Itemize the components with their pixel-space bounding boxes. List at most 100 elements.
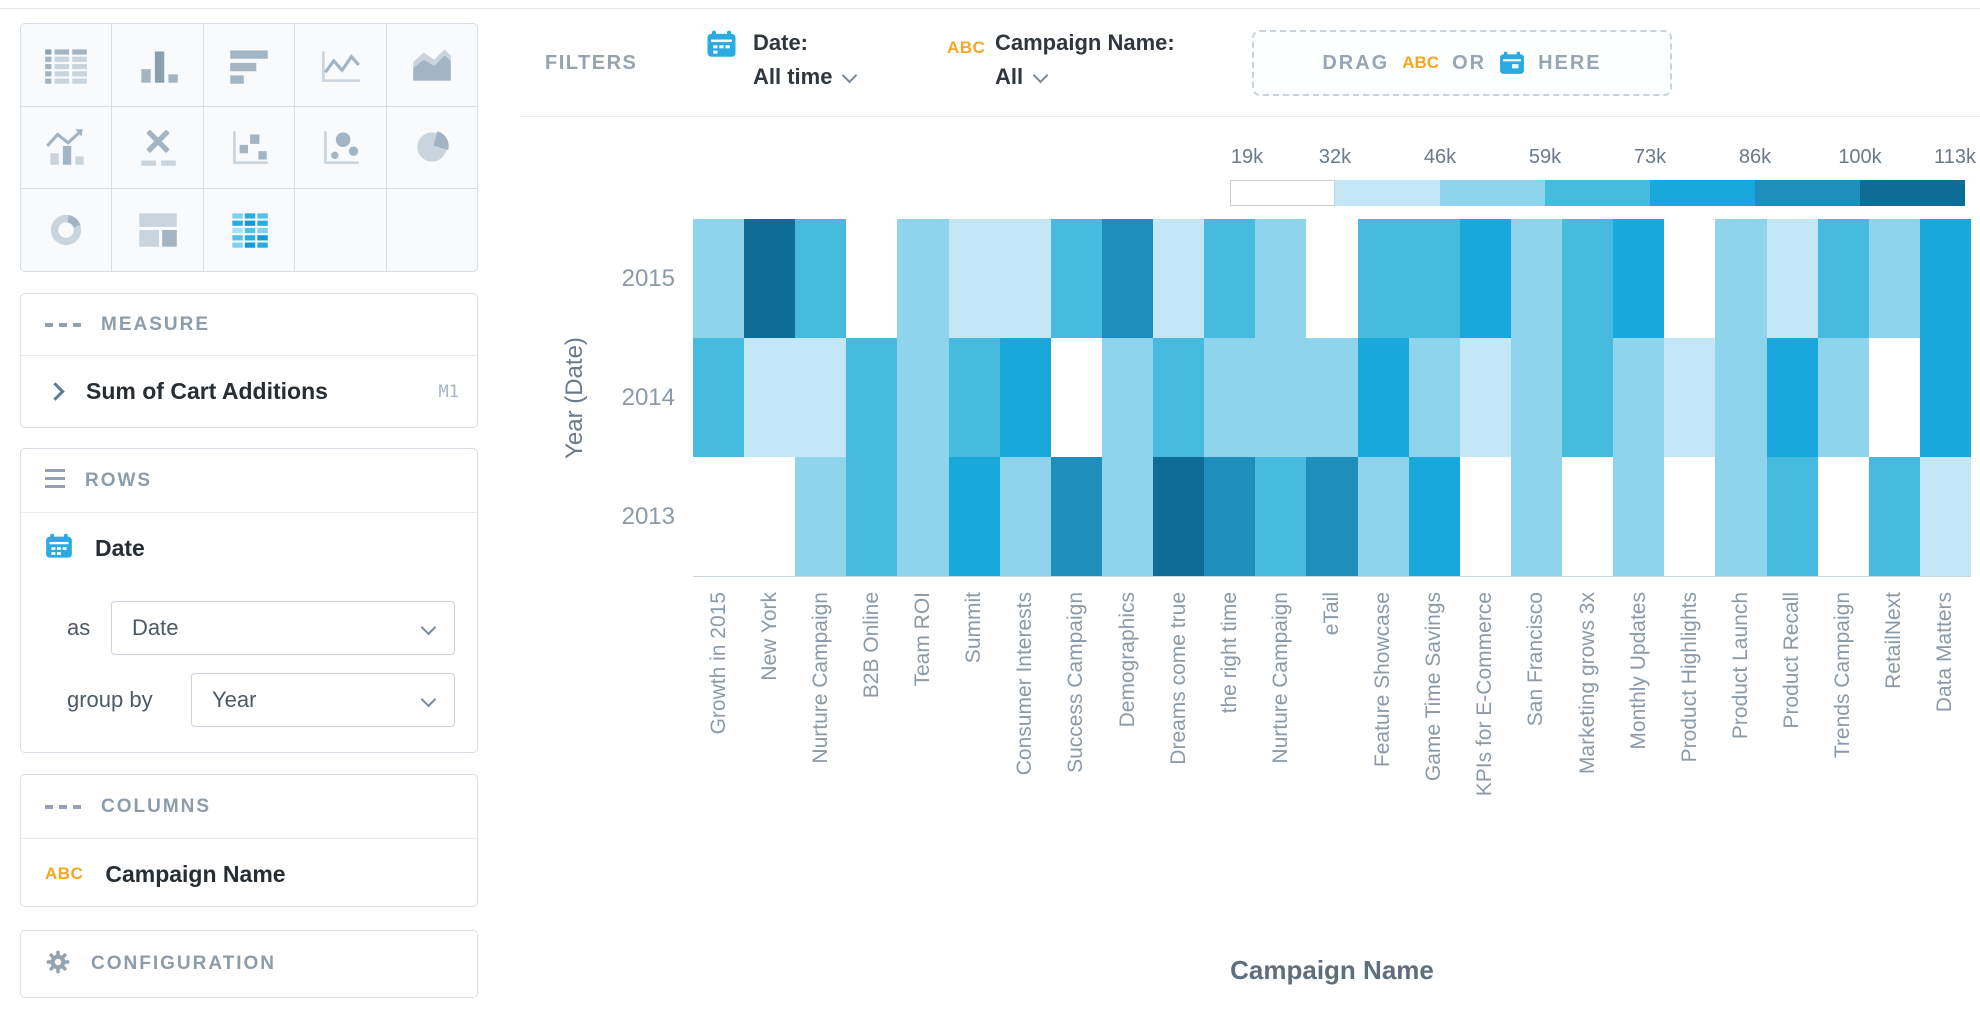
- chart-type-horizontal-bar-chart-icon[interactable]: [203, 24, 295, 106]
- heatmap-cell[interactable]: [1459, 457, 1511, 576]
- chart-type-heatmap-icon[interactable]: [203, 189, 295, 271]
- heatmap-cell[interactable]: [1868, 219, 1920, 338]
- chart-type-treemap-icon[interactable]: [112, 189, 203, 271]
- heatmap-cell[interactable]: [1613, 219, 1665, 338]
- heatmap-cell[interactable]: [846, 219, 898, 338]
- chart-type-crosstab-icon[interactable]: [112, 106, 203, 189]
- heatmap-cell[interactable]: [1408, 338, 1460, 457]
- heatmap-cell[interactable]: [795, 338, 847, 457]
- heatmap-cell[interactable]: [1510, 219, 1563, 338]
- chart-type-bar-chart-icon[interactable]: [112, 24, 203, 106]
- heatmap-cell[interactable]: [1050, 338, 1102, 457]
- heatmap-cell[interactable]: [1459, 219, 1511, 338]
- heatmap-cell[interactable]: [795, 219, 847, 338]
- filters-label: FILTERS: [545, 52, 638, 74]
- heatmap-cell[interactable]: [1613, 457, 1665, 576]
- date-filter-value[interactable]: All time: [753, 64, 858, 90]
- heatmap-cell[interactable]: [1306, 219, 1358, 338]
- heatmap-cell[interactable]: [1562, 219, 1614, 338]
- heatmap-cell[interactable]: [1204, 338, 1256, 457]
- heatmap-cell[interactable]: [1919, 219, 1971, 338]
- chart-type-scatter-plot-icon[interactable]: [203, 106, 295, 189]
- heatmap-cell[interactable]: [1766, 219, 1818, 338]
- heatmap-cell[interactable]: [1510, 457, 1563, 576]
- chart-type-area-chart-icon[interactable]: [386, 24, 477, 106]
- chart-type-table-icon[interactable]: [21, 24, 112, 106]
- heatmap-cell[interactable]: [1153, 219, 1205, 338]
- heatmap-cell[interactable]: [1766, 457, 1818, 576]
- heatmap-cell[interactable]: [1101, 338, 1154, 457]
- heatmap-cell[interactable]: [1255, 219, 1307, 338]
- as-select[interactable]: Date: [111, 601, 455, 655]
- heatmap-cell[interactable]: [846, 457, 898, 576]
- heatmap-cell[interactable]: [948, 219, 1000, 338]
- heatmap-cell[interactable]: [1204, 457, 1256, 576]
- heatmap-cell[interactable]: [999, 219, 1051, 338]
- chart-type-combo-chart-icon[interactable]: [21, 106, 112, 189]
- heatmap-cell[interactable]: [1050, 219, 1102, 338]
- heatmap-cell[interactable]: [1306, 338, 1358, 457]
- heatmap-cell[interactable]: [1357, 338, 1409, 457]
- heatmap-cell[interactable]: [1306, 457, 1358, 576]
- heatmap-cell[interactable]: [693, 219, 745, 338]
- heatmap-cell[interactable]: [1255, 338, 1307, 457]
- heatmap-cell[interactable]: [948, 338, 1000, 457]
- heatmap-cell[interactable]: [1868, 457, 1920, 576]
- heatmap-cell[interactable]: [1101, 457, 1154, 576]
- heatmap-cell[interactable]: [897, 338, 949, 457]
- measure-item[interactable]: Sum of Cart Additions M1: [21, 356, 477, 427]
- heatmap-cell[interactable]: [1715, 457, 1767, 576]
- heatmap-cell[interactable]: [693, 338, 745, 457]
- heatmap-cell[interactable]: [1204, 219, 1256, 338]
- heatmap-cell[interactable]: [744, 457, 796, 576]
- heatmap-cell[interactable]: [1919, 338, 1971, 457]
- chart-type-donut-chart-icon[interactable]: [21, 189, 112, 271]
- heatmap-cell[interactable]: [999, 457, 1051, 576]
- configuration-panel[interactable]: CONFIGURATION: [20, 930, 478, 998]
- heatmap-cell[interactable]: [1562, 338, 1614, 457]
- heatmap-cell[interactable]: [1715, 338, 1767, 457]
- heatmap-cell[interactable]: [1153, 338, 1205, 457]
- heatmap-cell[interactable]: [897, 219, 949, 338]
- heatmap-cell[interactable]: [1766, 338, 1818, 457]
- heatmap-cell[interactable]: [693, 457, 745, 576]
- heatmap-cell[interactable]: [1408, 219, 1460, 338]
- heatmap-cell[interactable]: [1408, 457, 1460, 576]
- heatmap-cell[interactable]: [1664, 338, 1716, 457]
- heatmap-cell[interactable]: [1817, 338, 1869, 457]
- heatmap-cell[interactable]: [948, 457, 1000, 576]
- heatmap-cell[interactable]: [1868, 338, 1920, 457]
- heatmap-cell[interactable]: [1459, 338, 1511, 457]
- heatmap-cell[interactable]: [744, 338, 796, 457]
- heatmap-cell[interactable]: [1664, 457, 1716, 576]
- heatmap-cell[interactable]: [1357, 457, 1409, 576]
- group-by-select[interactable]: Year: [191, 673, 455, 727]
- heatmap-cell[interactable]: [744, 219, 796, 338]
- filter-drop-zone[interactable]: DRAG ABC OR HERE: [1252, 30, 1672, 96]
- heatmap-cell[interactable]: [846, 338, 898, 457]
- heatmap-cell[interactable]: [1101, 219, 1154, 338]
- chart-type-pie-chart-icon[interactable]: [386, 106, 477, 189]
- heatmap-cell[interactable]: [1050, 457, 1102, 576]
- heatmap-cell[interactable]: [1817, 219, 1869, 338]
- heatmap-cell[interactable]: [1613, 338, 1665, 457]
- heatmap-cell[interactable]: [1817, 457, 1869, 576]
- heatmap-cell[interactable]: [1664, 219, 1716, 338]
- chart-type-bubble-chart-icon[interactable]: [295, 106, 386, 189]
- rows-field-item[interactable]: Date: [21, 513, 477, 583]
- columns-field-item[interactable]: ABC Campaign Name: [21, 839, 477, 909]
- campaign-filter-value[interactable]: All: [995, 64, 1049, 90]
- heatmap-cell[interactable]: [999, 338, 1051, 457]
- chart-type-line-chart-icon[interactable]: [295, 24, 386, 106]
- expand-chevron-icon[interactable]: [46, 382, 65, 401]
- chevron-down-icon: [420, 691, 437, 708]
- heatmap-cell[interactable]: [1919, 457, 1971, 576]
- heatmap-cell[interactable]: [897, 457, 949, 576]
- heatmap-cell[interactable]: [1357, 219, 1409, 338]
- heatmap-cell[interactable]: [1510, 338, 1563, 457]
- heatmap-cell[interactable]: [1153, 457, 1205, 576]
- heatmap-cell[interactable]: [1255, 457, 1307, 576]
- heatmap-cell[interactable]: [1715, 219, 1767, 338]
- heatmap-cell[interactable]: [795, 457, 847, 576]
- heatmap-cell[interactable]: [1562, 457, 1614, 576]
